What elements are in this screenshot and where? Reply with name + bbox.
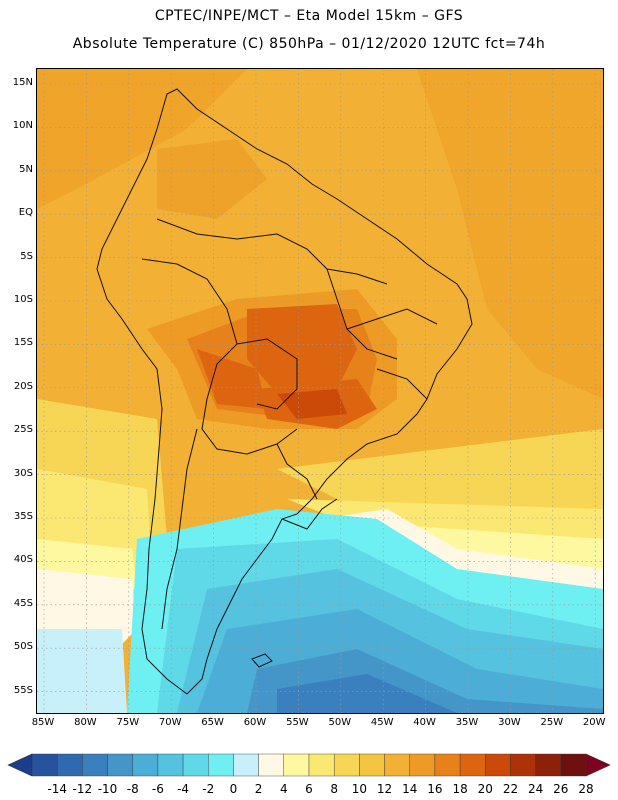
colorbar-swatch: [535, 753, 562, 777]
colorbar-swatch: [258, 753, 285, 777]
coastlines: [96, 88, 473, 695]
colorbar-tick-label: 6: [305, 782, 313, 796]
map-canvas: [37, 69, 603, 713]
lat-label: 20S: [13, 380, 33, 392]
colorbar-tick-label: 24: [527, 782, 544, 796]
lat-label: 35S: [13, 511, 33, 522]
colorbar-tick-label: 8: [330, 782, 338, 796]
colorbar-swatch: [560, 753, 587, 777]
colorbar-swatch: [459, 753, 486, 777]
lat-label: 5N: [19, 163, 33, 175]
colorbar-tick-label: 12: [376, 782, 393, 796]
colorbar-tick-label: -12: [72, 782, 93, 796]
lon-label: 60W: [243, 717, 267, 728]
colorbar-tick-label: 14: [402, 782, 418, 796]
colorbar-swatch: [384, 753, 410, 777]
lon-label: 65W: [201, 717, 224, 728]
colorbar-low-arrow: [7, 753, 33, 777]
lat-label: 25S: [13, 424, 33, 436]
lon-label: 25W: [540, 717, 564, 728]
temperature-map: [36, 68, 604, 714]
colorbar-tick-label: 22: [502, 782, 519, 796]
lat-label: 55S: [13, 684, 33, 696]
lat-label: 45S: [13, 597, 33, 609]
map-subtitle: Absolute Temperature (C) 850hPa – 01/12/…: [72, 36, 546, 52]
colorbar-tick-label: 0: [229, 782, 238, 796]
colorbar-swatch: [510, 753, 536, 777]
colorbar-tick-label: 16: [427, 782, 443, 796]
colorbar-tick-label: 18: [452, 782, 468, 796]
lat-label: 15N: [12, 77, 33, 88]
colorbar-swatch: [434, 753, 461, 777]
colorbar-tick-label: 10: [351, 782, 367, 796]
lon-label: 85W: [31, 717, 55, 728]
map-gridlines: [37, 69, 603, 713]
colorbar-tick-label: -8: [126, 782, 139, 796]
colorbar-high-arrow: [585, 753, 611, 777]
lon-label: 40W: [413, 717, 436, 728]
colorbar-swatch: [485, 753, 511, 777]
colorbar-tick-label: 28: [578, 782, 594, 796]
lon-label: 35W: [455, 717, 479, 728]
colorbar-swatch: [82, 753, 108, 777]
colorbar-tick-label: -6: [151, 782, 164, 796]
lat-label: 50S: [13, 641, 33, 653]
colorbar-swatch: [208, 753, 234, 777]
lat-label: 5S: [20, 250, 33, 262]
lon-label: 75W: [116, 717, 140, 728]
lat-label: 30S: [13, 467, 33, 479]
colorbar-swatch: [283, 753, 310, 777]
lat-label: 15S: [13, 337, 33, 349]
colorbar-tick-label: 4: [279, 782, 288, 796]
colorbar-swatch: [31, 753, 58, 777]
colorbar-tick-label: -2: [202, 782, 215, 796]
lon-label: 20W: [582, 717, 606, 728]
colorbar-tick-label: -14: [47, 782, 67, 796]
lon-label: 70W: [158, 717, 182, 728]
colorbar-swatch: [233, 753, 259, 777]
map-title: CPTEC/INPE/MCT – Eta Model 15km – GFS: [154, 8, 464, 24]
colorbar-swatch: [132, 753, 159, 777]
colorbar-tick-label: -10: [97, 782, 118, 796]
lon-label: 30W: [498, 717, 521, 728]
lat-label: 40S: [13, 554, 33, 566]
colorbar-tick-label: 20: [477, 782, 493, 796]
colorbar-swatch: [333, 753, 360, 777]
colorbar-swatch: [308, 753, 335, 777]
lat-label: 10S: [13, 294, 33, 305]
colorbar-swatch: [182, 753, 209, 777]
colorbar-tick-label: 2: [254, 782, 263, 796]
colorbar-swatch: [359, 753, 385, 777]
colorbar-tick-label: -4: [177, 782, 190, 796]
lat-label: 10N: [12, 120, 33, 132]
lon-label: 55W: [286, 717, 309, 728]
lon-label: 45W: [370, 717, 394, 728]
colorbar-swatch: [409, 753, 436, 777]
colorbar-swatch: [157, 753, 184, 777]
colorbar-swatch: [56, 753, 83, 777]
lon-label: 80W: [74, 717, 97, 728]
colorbar-tick-label: 26: [553, 782, 569, 796]
colorbar: [7, 753, 611, 777]
colorbar-swatch: [107, 753, 133, 777]
lat-label: EQ: [18, 207, 33, 219]
lon-label: 50W: [328, 717, 352, 728]
temperature-field: [37, 69, 603, 713]
